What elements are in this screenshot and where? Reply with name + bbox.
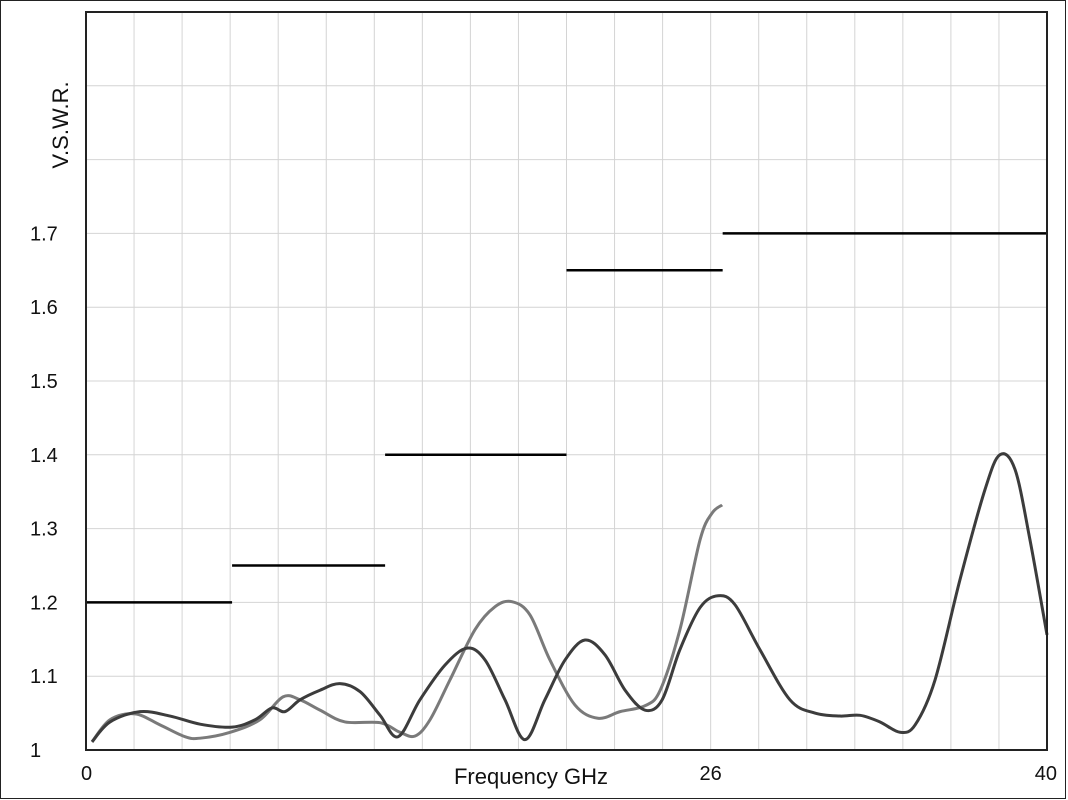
x-axis-label: Frequency GHz	[454, 764, 608, 789]
x-tick-label: 26	[700, 763, 722, 785]
marks	[86, 232, 1049, 743]
x-tick-label: 40	[1035, 763, 1057, 785]
y-tick-label: 1.4	[30, 445, 58, 467]
y-tick-label: 1.3	[30, 519, 58, 541]
y-tick-label: 1	[30, 740, 41, 762]
y-tick-label: 1.2	[30, 592, 58, 614]
vswr-line	[90, 503, 724, 743]
vswr-line	[90, 452, 1049, 743]
y-tick-label: 1.7	[30, 223, 58, 245]
grid	[86, 12, 1047, 751]
y-axis-label: V.S.W.R.	[48, 81, 73, 168]
y-tick-label: 1.1	[30, 666, 58, 688]
y-tick-label: 1.5	[30, 371, 58, 393]
y-tick-label: 1.6	[30, 297, 58, 319]
x-tick-label: 0	[81, 763, 92, 785]
plot-border	[85, 11, 1048, 751]
